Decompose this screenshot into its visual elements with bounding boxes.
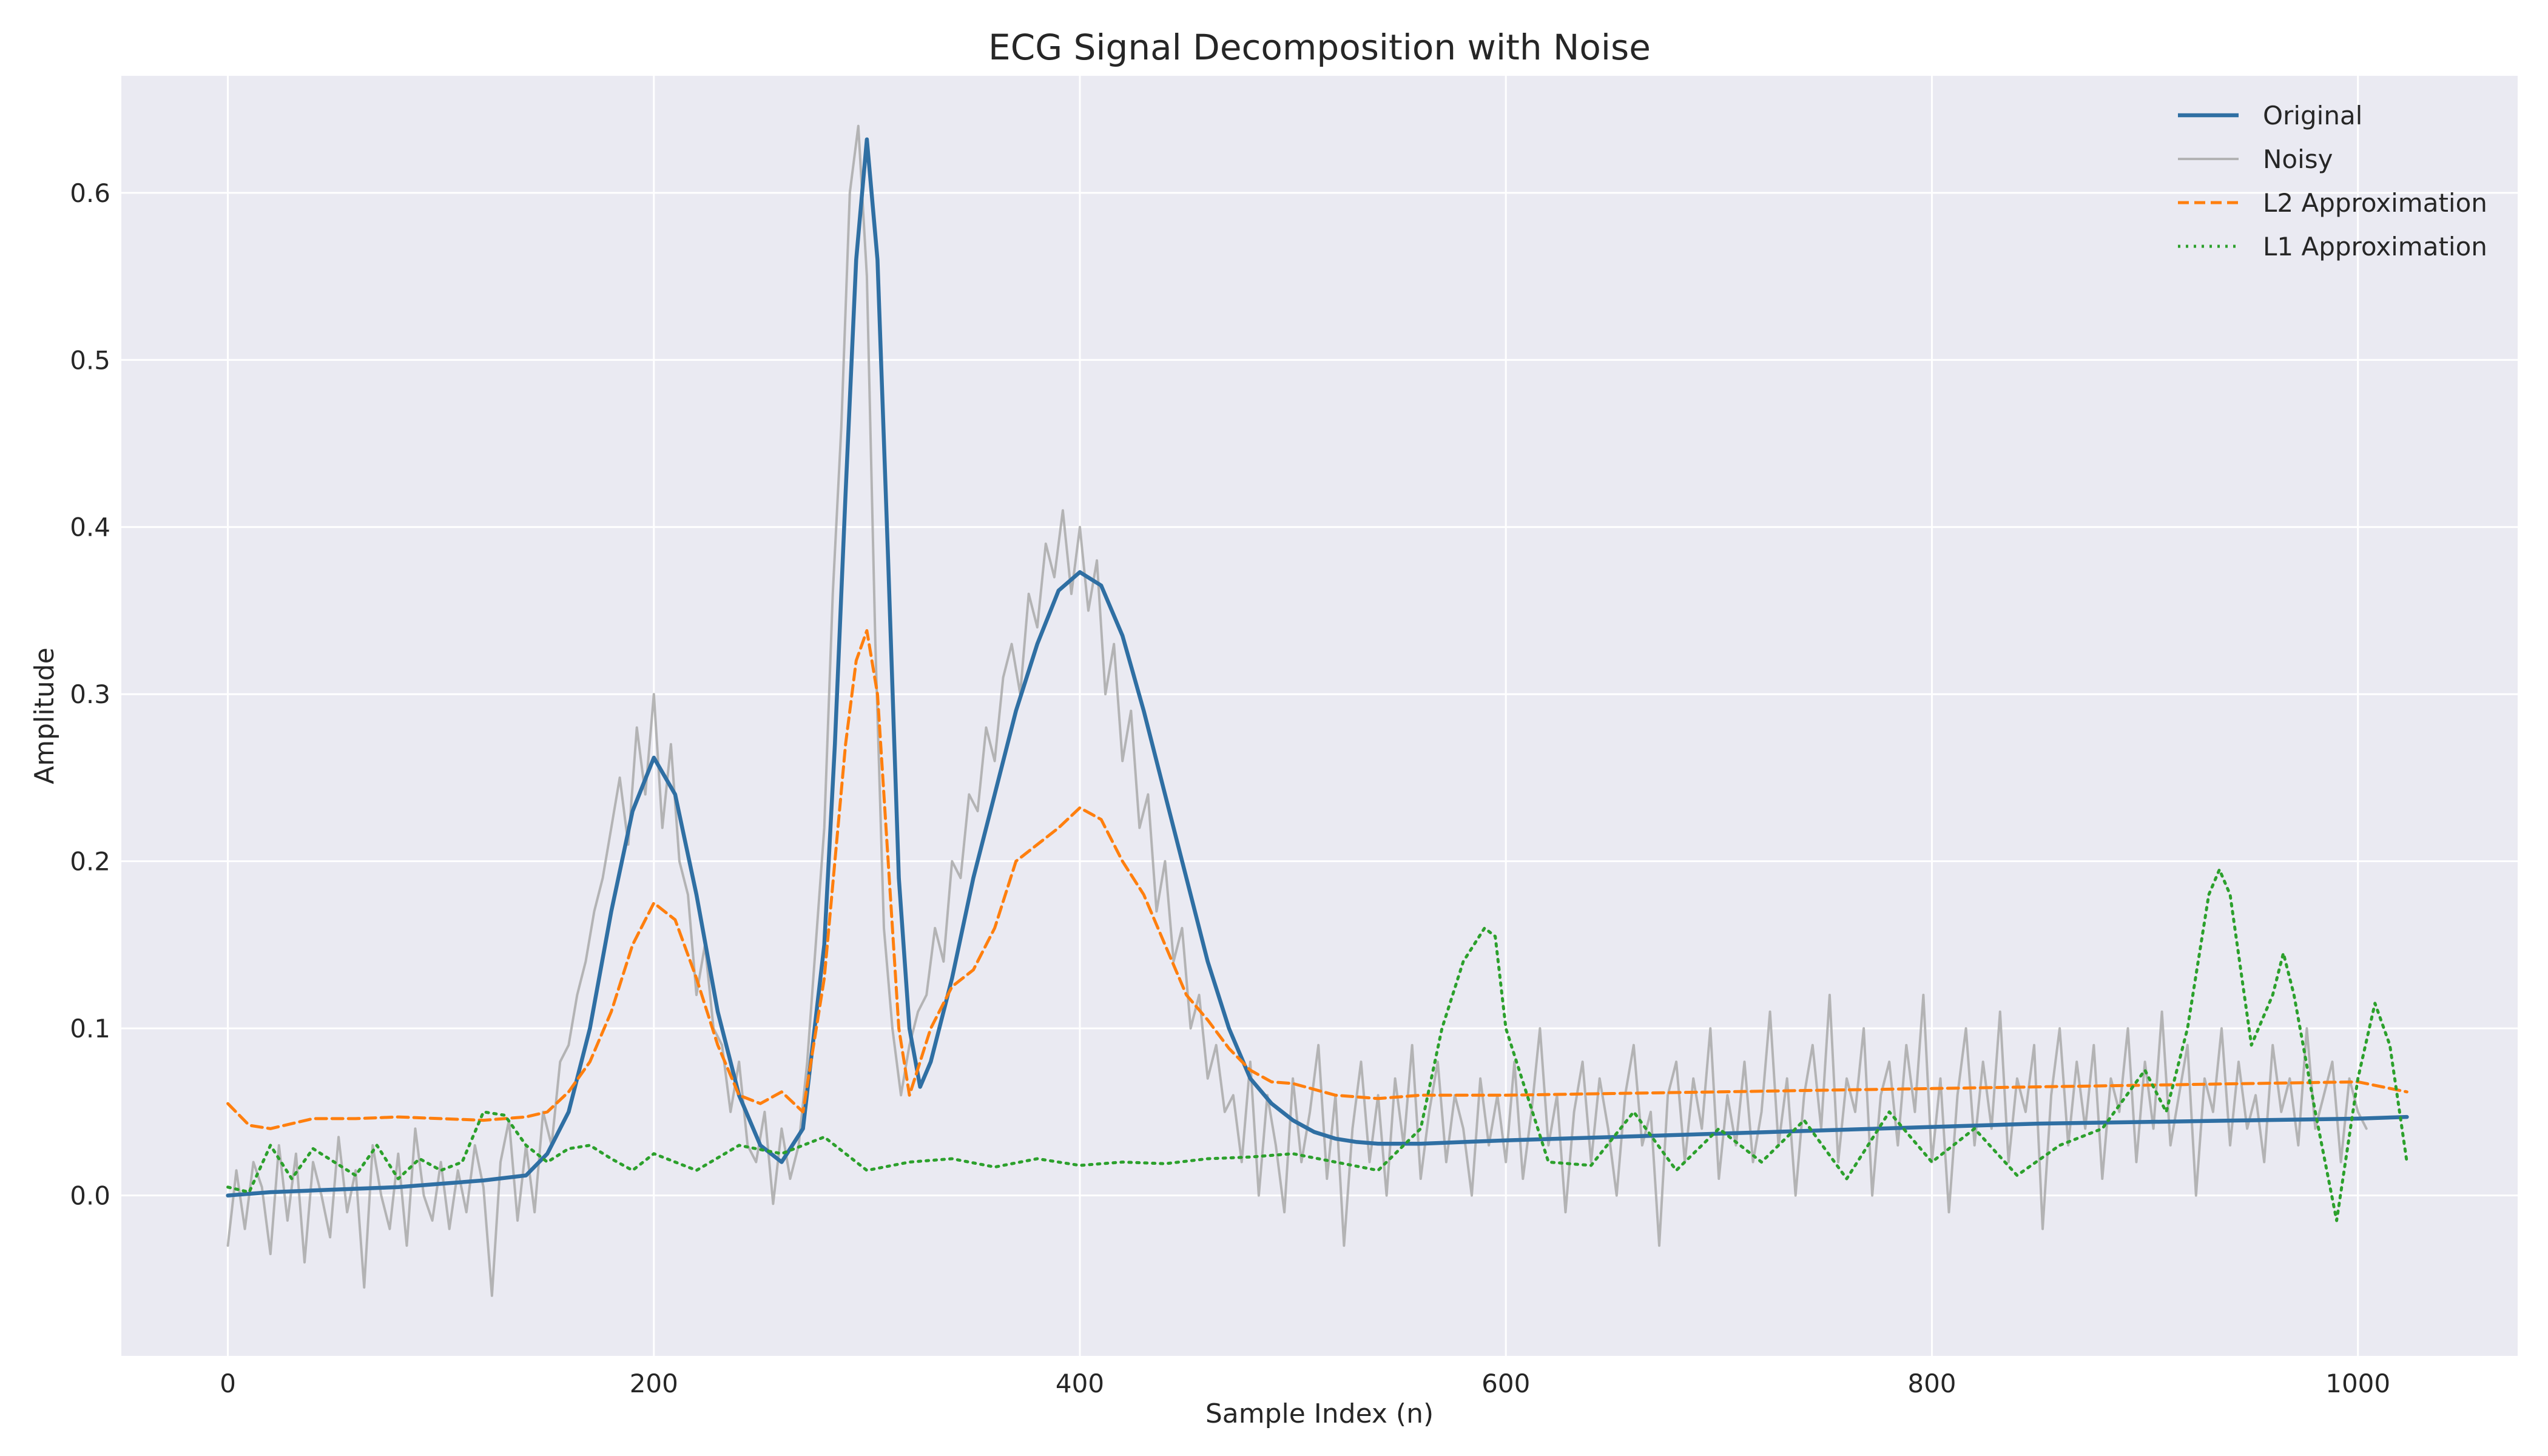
y-tick-label: 0.4: [70, 513, 110, 542]
x-axis-label: Sample Index (n): [1205, 1398, 1434, 1429]
y-tick-label: 0.3: [70, 679, 110, 709]
plot-background: [121, 76, 2518, 1356]
y-tick-label: 0.0: [70, 1181, 110, 1211]
y-tick-label: 0.6: [70, 178, 110, 208]
x-tick-label: 800: [1907, 1369, 1956, 1398]
y-tick-label: 0.5: [70, 345, 110, 375]
legend-label-l1-approximation: L1 Approximation: [2263, 232, 2487, 261]
x-tick-label: 600: [1481, 1369, 1530, 1398]
legend: Original Noisy L2 Approximation L1 Approxim…: [2178, 101, 2487, 261]
x-tick-label: 0: [220, 1369, 236, 1398]
legend-label-original: Original: [2263, 101, 2362, 130]
series-line-l1-approximation: [226, 868, 2408, 1222]
x-tick-label: 1000: [2325, 1369, 2390, 1398]
chart-title: ECG Signal Decomposition with Noise: [988, 27, 1651, 68]
y-tick-label: 0.2: [70, 847, 110, 877]
series-line-l2-approximation: [226, 629, 2408, 1130]
x-tick-label: 200: [630, 1369, 678, 1398]
legend-label-noisy: Noisy: [2263, 144, 2333, 174]
legend-label-l2-approximation: L2 Approximation: [2263, 188, 2487, 218]
y-axis-label: Amplitude: [29, 647, 60, 784]
y-tick-label: 0.1: [70, 1014, 110, 1043]
x-tick-label: 400: [1056, 1369, 1104, 1398]
grid-layer: [121, 76, 2518, 1356]
series-line-noisy: [226, 124, 2368, 1297]
series-line-original: [226, 137, 2409, 1198]
series-layer: [226, 124, 2409, 1297]
tick-layer: 0 200 400 600 800 1000 0.0 0.1 0.2 0.3 0.4 0.5 0.6: [70, 178, 2390, 1398]
